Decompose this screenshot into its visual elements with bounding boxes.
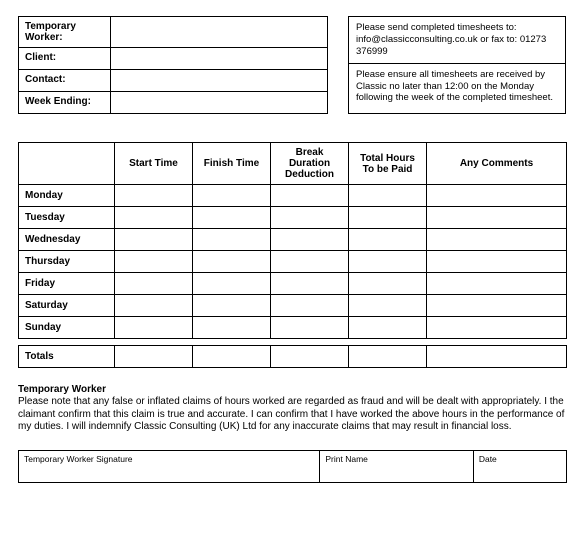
cell-finish[interactable] (193, 229, 271, 251)
instructions-deadline: Please ensure all timesheets are receive… (349, 64, 565, 110)
cell-comments[interactable] (427, 207, 567, 229)
cell-finish[interactable] (193, 185, 271, 207)
cell-break[interactable] (271, 251, 349, 273)
col-header-start: Start Time (115, 143, 193, 185)
info-value[interactable] (111, 92, 328, 114)
cell-break[interactable] (271, 273, 349, 295)
cell-total[interactable] (349, 251, 427, 273)
info-row: Client: (19, 48, 328, 70)
cell-start[interactable] (115, 185, 193, 207)
table-row: Tuesday (19, 207, 567, 229)
day-label: Sunday (19, 317, 115, 339)
table-row: Friday (19, 273, 567, 295)
info-row: Week Ending: (19, 92, 328, 114)
day-label: Thursday (19, 251, 115, 273)
day-label: Friday (19, 273, 115, 295)
totals-label: Totals (19, 346, 115, 368)
info-value[interactable] (111, 70, 328, 92)
date-field[interactable]: Date (473, 450, 566, 482)
cell-finish[interactable] (193, 317, 271, 339)
cell-start[interactable] (115, 251, 193, 273)
cell-total[interactable] (349, 273, 427, 295)
cell-break[interactable] (271, 207, 349, 229)
declaration-body: Please note that any false or inflated c… (18, 396, 567, 434)
cell-break[interactable] (271, 295, 349, 317)
instructions-box: Please send completed timesheets to: inf… (348, 16, 566, 114)
info-label: Temporary Worker: (19, 17, 111, 48)
cell-break[interactable] (271, 185, 349, 207)
cell-comments[interactable] (427, 251, 567, 273)
signature-row: Temporary Worker Signature Print Name Da… (19, 450, 567, 482)
cell-total[interactable] (349, 185, 427, 207)
cell-comments[interactable] (427, 229, 567, 251)
cell-total[interactable] (349, 207, 427, 229)
cell-finish[interactable] (193, 207, 271, 229)
cell-finish[interactable] (193, 273, 271, 295)
cell-total[interactable] (349, 229, 427, 251)
table-row: Thursday (19, 251, 567, 273)
cell-start[interactable] (115, 229, 193, 251)
col-header-finish: Finish Time (193, 143, 271, 185)
cell-start[interactable] (115, 295, 193, 317)
table-row: Saturday (19, 295, 567, 317)
cell-total[interactable] (349, 295, 427, 317)
cell-start[interactable] (115, 317, 193, 339)
totals-start[interactable] (115, 346, 193, 368)
cell-comments[interactable] (427, 317, 567, 339)
cell-comments[interactable] (427, 295, 567, 317)
day-label: Monday (19, 185, 115, 207)
col-header-total: Total Hours To be Paid (349, 143, 427, 185)
info-value[interactable] (111, 48, 328, 70)
instructions-send: Please send completed timesheets to: inf… (349, 17, 565, 64)
table-header-row: Start Time Finish Time Break Duration De… (19, 143, 567, 185)
totals-break[interactable] (271, 346, 349, 368)
day-label: Wednesday (19, 229, 115, 251)
cell-start[interactable] (115, 273, 193, 295)
timesheet-table: Start Time Finish Time Break Duration De… (18, 142, 567, 339)
cell-break[interactable] (271, 317, 349, 339)
day-label: Tuesday (19, 207, 115, 229)
print-name-field[interactable]: Print Name (320, 450, 473, 482)
totals-comments[interactable] (427, 346, 567, 368)
table-row: Wednesday (19, 229, 567, 251)
signature-field[interactable]: Temporary Worker Signature (19, 450, 320, 482)
signature-table: Temporary Worker Signature Print Name Da… (18, 450, 567, 483)
cell-start[interactable] (115, 207, 193, 229)
table-row: Sunday (19, 317, 567, 339)
cell-total[interactable] (349, 317, 427, 339)
header-row: Temporary Worker: Client: Contact: Week … (18, 16, 567, 114)
totals-table: Totals (18, 345, 567, 368)
cell-comments[interactable] (427, 185, 567, 207)
info-row: Contact: (19, 70, 328, 92)
cell-comments[interactable] (427, 273, 567, 295)
info-row: Temporary Worker: (19, 17, 328, 48)
info-value[interactable] (111, 17, 328, 48)
totals-row: Totals (19, 346, 567, 368)
totals-finish[interactable] (193, 346, 271, 368)
cell-finish[interactable] (193, 295, 271, 317)
table-row: Monday (19, 185, 567, 207)
col-header-day (19, 143, 115, 185)
totals-total[interactable] (349, 346, 427, 368)
col-header-comments: Any Comments (427, 143, 567, 185)
cell-break[interactable] (271, 229, 349, 251)
declaration-heading: Temporary Worker (18, 384, 567, 395)
info-label: Client: (19, 48, 111, 70)
cell-finish[interactable] (193, 251, 271, 273)
day-label: Saturday (19, 295, 115, 317)
info-label: Contact: (19, 70, 111, 92)
col-header-break: Break Duration Deduction (271, 143, 349, 185)
info-table: Temporary Worker: Client: Contact: Week … (18, 16, 328, 114)
info-label: Week Ending: (19, 92, 111, 114)
